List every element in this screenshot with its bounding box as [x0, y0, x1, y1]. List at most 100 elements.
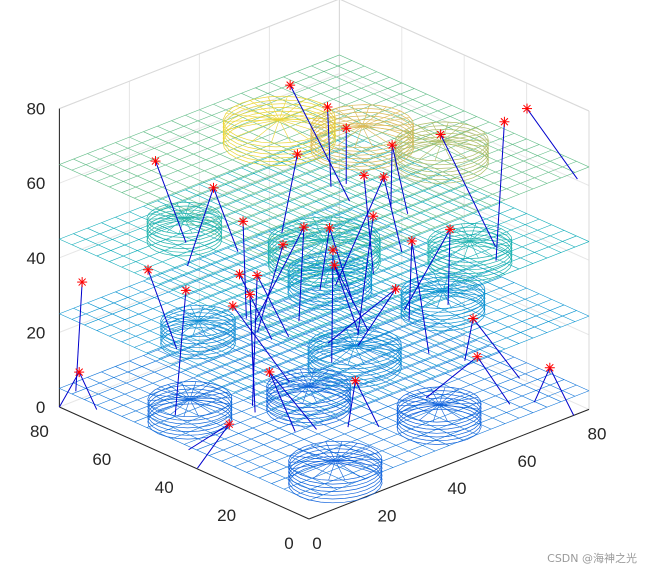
layer-mesh-line: [234, 133, 515, 244]
disc-spoke: [362, 125, 390, 145]
disc-spoke: [291, 460, 336, 470]
node-marker: [468, 313, 479, 324]
disc-ring: [267, 238, 381, 287]
z-tick-label: 20: [26, 323, 45, 342]
disc-spoke: [189, 398, 224, 410]
y-tick-label: 20: [217, 506, 236, 525]
disc-ring: [222, 118, 336, 166]
disc-ring: [394, 140, 489, 181]
disc-ring: [396, 401, 482, 438]
marker-stroke: [545, 363, 554, 372]
link-line: [331, 250, 334, 363]
disc-spoke: [184, 217, 205, 232]
disc-spoke: [335, 441, 343, 461]
marker-stroke: [182, 286, 190, 295]
layer-mesh-line: [308, 166, 590, 277]
node-marker: [406, 235, 417, 246]
disc-spoke: [197, 305, 204, 321]
disc-spoke: [441, 127, 477, 142]
disc-spoke: [149, 217, 185, 225]
disc-spoke: [396, 404, 440, 407]
disc-spoke: [328, 460, 336, 481]
disc-spoke: [180, 320, 199, 336]
link-line: [408, 240, 413, 321]
disc-ring: [307, 344, 402, 385]
disc-spoke: [329, 329, 355, 346]
layer-mesh-line: [308, 241, 590, 352]
disc-spoke: [197, 309, 227, 322]
disc-spoke: [469, 239, 513, 242]
disc-spoke: [308, 373, 341, 387]
marker-stroke: [342, 124, 351, 133]
disc-spoke: [266, 385, 309, 388]
disc-spoke: [270, 119, 280, 144]
marker-stroke: [246, 290, 254, 299]
layer-mesh-line: [196, 265, 477, 376]
disc-spoke: [361, 126, 373, 148]
y-tick-label: 80: [30, 422, 49, 441]
link-line: [186, 187, 214, 267]
link-line: [403, 229, 451, 311]
disc-spoke: [323, 240, 336, 264]
node-marker: [238, 216, 249, 227]
disc-spoke: [307, 345, 355, 348]
link-line: [188, 423, 230, 451]
disc-spoke: [334, 108, 363, 127]
layer-mesh-line: [296, 161, 577, 272]
disc-spoke: [189, 398, 213, 414]
layer-mesh-line: [283, 304, 565, 415]
link-line: [298, 227, 305, 322]
marker-stroke: [323, 103, 332, 111]
disc-spoke: [149, 394, 190, 400]
disc-spoke: [354, 345, 365, 365]
disc-ring: [146, 205, 223, 238]
disc-spoke: [223, 119, 280, 122]
link-line: [335, 176, 385, 286]
disc-spoke: [197, 320, 206, 337]
disc-ring: [266, 372, 352, 408]
disc-ring: [287, 259, 373, 296]
disc-spoke: [400, 290, 443, 293]
disc-spoke: [169, 398, 191, 416]
layer-mesh-line: [171, 179, 452, 290]
disc-spoke: [308, 384, 351, 387]
disc-ring: [147, 384, 233, 421]
layer-mesh-line: [258, 144, 540, 255]
disc-spoke: [197, 306, 217, 322]
disc-spoke: [226, 119, 280, 130]
disc-ring: [287, 255, 373, 292]
disc-spoke: [436, 230, 470, 242]
marker-stroke: [209, 183, 218, 192]
disc-ring: [160, 316, 236, 349]
node-marker: [264, 366, 275, 377]
disc-ring: [146, 220, 223, 253]
disc-spoke: [441, 141, 479, 154]
marker-stroke: [225, 420, 234, 429]
disc-spoke: [434, 273, 444, 292]
marker-stroke: [300, 223, 308, 232]
disc-spoke: [181, 381, 191, 400]
disc-spoke: [308, 368, 315, 387]
node-marker: [544, 362, 555, 373]
disc-spoke: [354, 326, 362, 346]
layer-mesh-line: [109, 77, 390, 188]
marker-stroke: [286, 81, 294, 89]
link-line: [327, 288, 396, 344]
layer-mesh-line: [283, 379, 565, 490]
disc-spoke: [427, 240, 470, 243]
link-line: [254, 226, 305, 323]
node-marker: [390, 284, 401, 295]
layer-mesh-line: [271, 373, 552, 484]
disc-spoke: [438, 386, 446, 405]
layer-mesh-line: [209, 196, 490, 307]
disc-spoke: [335, 460, 373, 473]
disc-ring: [307, 333, 402, 374]
link-line: [249, 294, 255, 381]
disc-spoke: [279, 98, 307, 120]
disc-spoke: [335, 460, 346, 480]
node-marker: [472, 351, 483, 362]
layer-mesh-line: [96, 71, 377, 182]
disc-spoke: [332, 345, 355, 364]
disc-spoke: [294, 220, 325, 241]
marker-stroke: [265, 368, 274, 376]
